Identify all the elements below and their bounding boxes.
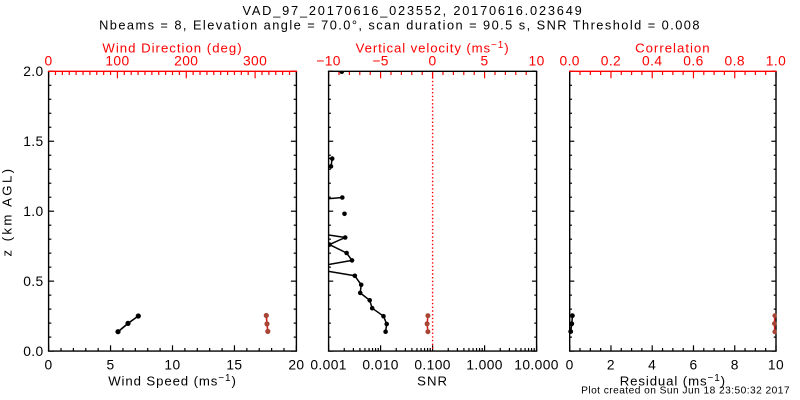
svg-text:Plot created on Sun Jun 18 23:: Plot created on Sun Jun 18 23:50:32 2017	[581, 386, 790, 397]
svg-text:10: 10	[768, 358, 784, 373]
svg-text:15: 15	[226, 358, 242, 373]
svg-text:8: 8	[731, 358, 739, 373]
svg-text:Correlation: Correlation	[635, 41, 711, 56]
svg-text:0: 0	[429, 54, 437, 69]
svg-text:10: 10	[529, 54, 545, 69]
svg-text:5: 5	[481, 54, 489, 69]
svg-text:Vertical velocity (ms−1): Vertical velocity (ms−1)	[356, 40, 510, 56]
svg-text:Residual (ms−1): Residual (ms−1)	[620, 373, 726, 389]
svg-text:200: 200	[174, 54, 198, 69]
svg-text:0: 0	[45, 358, 53, 373]
svg-text:0.4: 0.4	[642, 54, 662, 69]
svg-text:0.100: 0.100	[414, 358, 451, 373]
svg-text:1.0: 1.0	[23, 204, 43, 219]
svg-text:1.0: 1.0	[766, 54, 786, 69]
svg-text:0.001: 0.001	[310, 358, 347, 373]
svg-text:10.000: 10.000	[514, 358, 559, 373]
svg-text:0.010: 0.010	[362, 358, 399, 373]
svg-text:6: 6	[689, 358, 697, 373]
svg-text:0.6: 0.6	[683, 54, 703, 69]
svg-text:−5: −5	[372, 54, 389, 69]
svg-text:0.0: 0.0	[560, 54, 580, 69]
svg-text:z (km AGL): z (km AGL)	[0, 167, 15, 257]
svg-text:300: 300	[243, 54, 267, 69]
svg-text:0: 0	[45, 54, 53, 69]
svg-text:SNR: SNR	[417, 374, 448, 389]
svg-text:0.8: 0.8	[725, 54, 745, 69]
svg-text:20: 20	[288, 358, 304, 373]
svg-text:VAD_97_20170616_023552, 201706: VAD_97_20170616_023552, 20170616.023649	[242, 3, 583, 18]
svg-text:Nbeams = 8, Elevation angle =: Nbeams = 8, Elevation angle = 70.0°, sca…	[99, 18, 701, 33]
svg-text:0.2: 0.2	[601, 54, 621, 69]
svg-text:100: 100	[105, 54, 129, 69]
svg-text:4: 4	[648, 358, 656, 373]
svg-text:0.0: 0.0	[23, 344, 43, 359]
svg-text:Wind Direction (deg): Wind Direction (deg)	[102, 41, 242, 56]
svg-text:5: 5	[107, 358, 115, 373]
svg-text:1.5: 1.5	[23, 134, 43, 149]
svg-text:10: 10	[164, 358, 180, 373]
svg-text:Wind Speed (ms−1): Wind Speed (ms−1)	[108, 373, 237, 389]
svg-text:1.000: 1.000	[466, 358, 503, 373]
svg-text:2: 2	[607, 358, 615, 373]
svg-text:2.0: 2.0	[23, 64, 43, 79]
svg-text:0.5: 0.5	[23, 274, 43, 289]
svg-text:−10: −10	[316, 54, 341, 69]
svg-text:0: 0	[566, 358, 574, 373]
